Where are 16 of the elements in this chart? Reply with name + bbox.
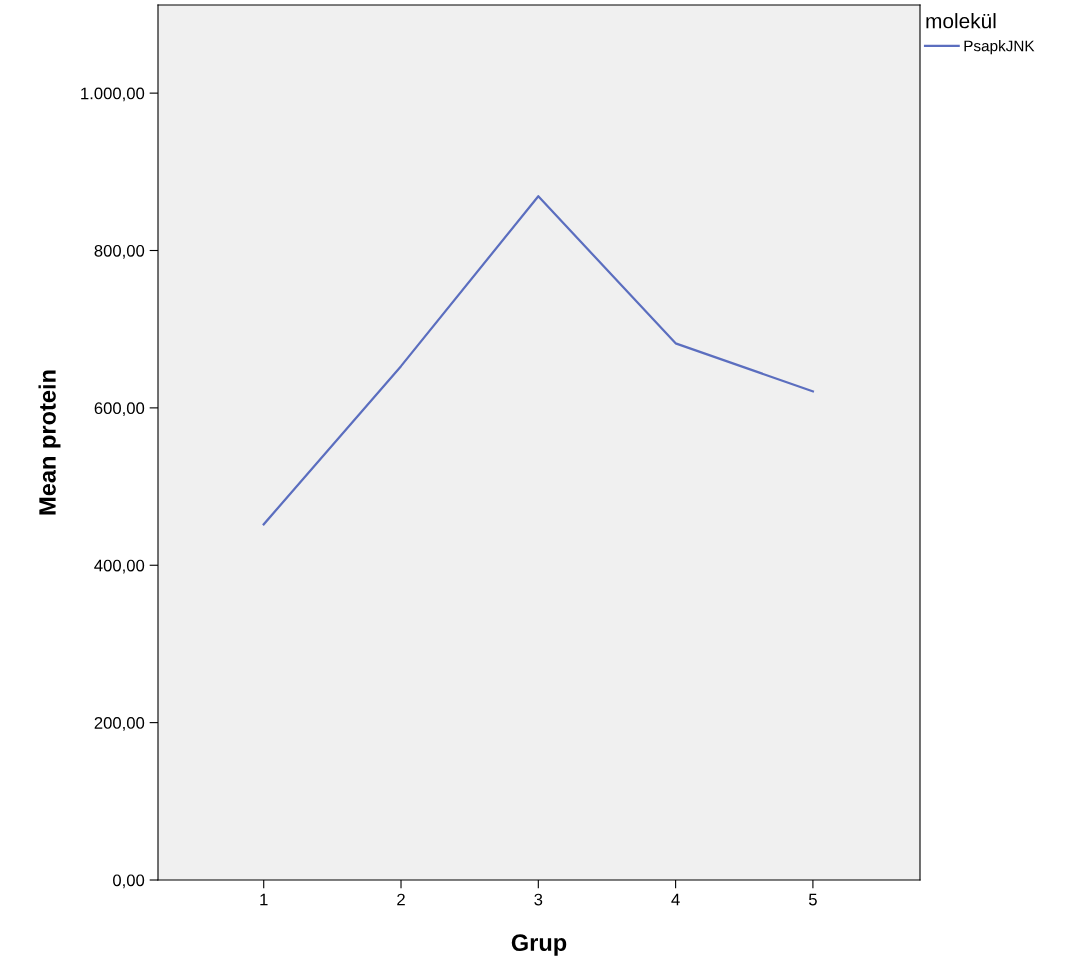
x-tick-label: 3 xyxy=(534,893,543,906)
x-tick-label: 5 xyxy=(808,893,817,906)
x-tick-label: 2 xyxy=(397,893,405,906)
y-axis-title: Mean protein xyxy=(38,370,61,515)
y-tick-label: 200,00 xyxy=(94,717,145,731)
legend-title: molekül xyxy=(926,13,996,29)
legend-label: PsapkJNK xyxy=(964,40,1035,55)
line-series xyxy=(262,195,815,526)
y-tick-label: 600,00 xyxy=(94,402,145,417)
y-tick-label: 0,00 xyxy=(113,874,145,889)
x-axis-title: Grup xyxy=(511,934,567,956)
x-tick-label: 1 xyxy=(260,893,268,906)
x-tick-label: 4 xyxy=(671,893,680,906)
y-tick-label: 1.000,00 xyxy=(81,87,145,102)
y-tick-label: 400,00 xyxy=(94,559,145,574)
y-tick-label: 800,00 xyxy=(94,244,145,259)
